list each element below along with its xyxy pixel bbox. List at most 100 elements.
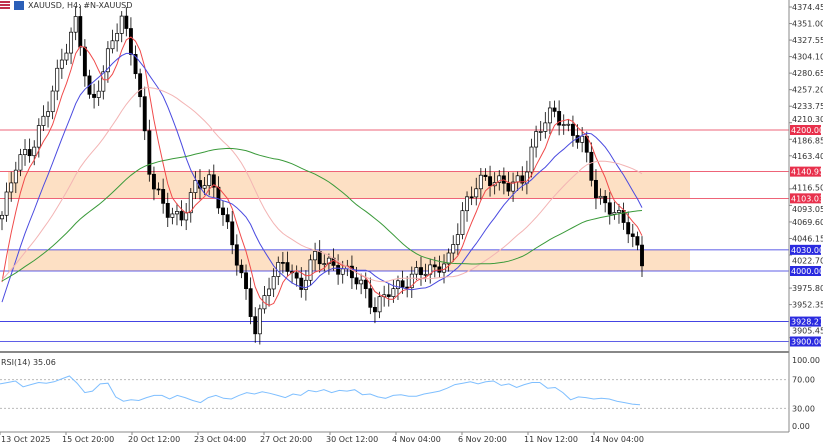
- candle-body: [386, 294, 391, 297]
- candle: [630, 223, 635, 248]
- candle-body: [308, 259, 313, 281]
- candle: [257, 304, 262, 345]
- candle: [239, 259, 244, 279]
- candle: [267, 277, 272, 307]
- candle: [248, 277, 253, 325]
- candle: [64, 43, 69, 65]
- candle: [349, 255, 354, 290]
- candle: [326, 253, 331, 275]
- candle: [13, 161, 18, 194]
- price-tick-label: 4374.45: [792, 3, 823, 12]
- candle-body: [368, 288, 373, 308]
- candle-body: [55, 67, 60, 92]
- candle-body: [234, 244, 239, 266]
- candle-body: [32, 146, 37, 157]
- candle: [359, 273, 364, 295]
- candle-body: [124, 15, 129, 29]
- candle-body: [257, 308, 262, 335]
- candle-body: [515, 175, 520, 183]
- candle-body: [354, 277, 359, 285]
- candle-body: [552, 107, 557, 112]
- candle: [506, 172, 511, 196]
- candle-body: [36, 125, 41, 148]
- candle-body: [580, 135, 585, 143]
- candle-body: [640, 244, 644, 267]
- candle-body: [336, 265, 341, 275]
- candle: [73, 6, 78, 41]
- candle: [529, 138, 534, 178]
- candle: [124, 7, 129, 37]
- candle-body: [474, 188, 479, 198]
- candle: [142, 86, 147, 141]
- candle: [386, 283, 391, 307]
- candle-body: [128, 28, 133, 55]
- chart-type-icon[interactable]: [14, 1, 24, 10]
- candle-body: [511, 181, 516, 192]
- candle: [18, 148, 23, 177]
- candle: [377, 291, 382, 319]
- level-label-bg: [790, 266, 821, 276]
- candle: [230, 210, 235, 255]
- candle: [138, 68, 143, 108]
- level-label: 4030.00: [791, 246, 823, 255]
- candle: [32, 140, 37, 166]
- price-tick-label: 4186.85: [792, 137, 823, 146]
- chart-header: XAUUSD, H4: #N-XAUUSD: [0, 1, 132, 10]
- candle-body: [465, 196, 469, 212]
- menu-icon[interactable]: [0, 1, 10, 10]
- candle-body: [534, 131, 539, 148]
- candle-body: [372, 306, 377, 313]
- candle: [566, 118, 571, 132]
- level-label: 4103.03: [791, 194, 823, 203]
- price-tick-label: 4327.55: [792, 36, 823, 45]
- candle: [303, 270, 308, 301]
- candle: [460, 202, 465, 240]
- candle-body: [506, 182, 511, 192]
- candle-body: [0, 214, 4, 220]
- candle: [96, 80, 101, 106]
- candle-body: [133, 54, 138, 75]
- candle-body: [432, 264, 437, 268]
- candle-body: [557, 111, 562, 126]
- candle: [594, 169, 598, 210]
- candle: [115, 23, 120, 52]
- candle-body: [589, 151, 594, 181]
- rsi-tick-label: 100.00: [792, 356, 820, 365]
- time-tick-label: 20 Oct 12:00: [128, 435, 180, 444]
- level-label-bg: [790, 316, 821, 327]
- candle: [50, 85, 55, 120]
- candle: [151, 166, 156, 201]
- candle: [179, 200, 184, 227]
- candle: [372, 297, 377, 324]
- candle-body: [184, 212, 189, 221]
- time-tick-label: 6 Nov 20:00: [458, 435, 507, 444]
- candle: [27, 138, 32, 163]
- candle-body: [115, 33, 120, 42]
- candle-body: [142, 96, 147, 132]
- candle-body: [170, 213, 175, 218]
- candle-body: [299, 277, 304, 290]
- candle: [557, 100, 562, 136]
- candle: [612, 201, 617, 220]
- candle: [202, 176, 207, 195]
- candle-body: [455, 234, 460, 245]
- candle-body: [207, 174, 212, 186]
- candle-body: [363, 279, 368, 290]
- price-tick-label: 4046.15: [792, 234, 823, 243]
- price-tick-label: 4257.20: [792, 86, 823, 95]
- candle: [221, 200, 225, 226]
- candle-body: [211, 174, 216, 188]
- candle: [405, 275, 410, 298]
- candle-body: [221, 207, 225, 216]
- time-tick-label: 30 Oct 12:00: [326, 435, 378, 444]
- level-label: 4200.00: [791, 126, 823, 135]
- candle-body: [225, 214, 230, 223]
- candle: [511, 172, 516, 202]
- rsi-label: RSI(14) 35.06: [1, 358, 56, 367]
- candle-body: [570, 123, 575, 136]
- candle: [41, 105, 46, 132]
- candle-body: [41, 115, 46, 126]
- time-tick-label: 4 Nov 04:00: [392, 435, 441, 444]
